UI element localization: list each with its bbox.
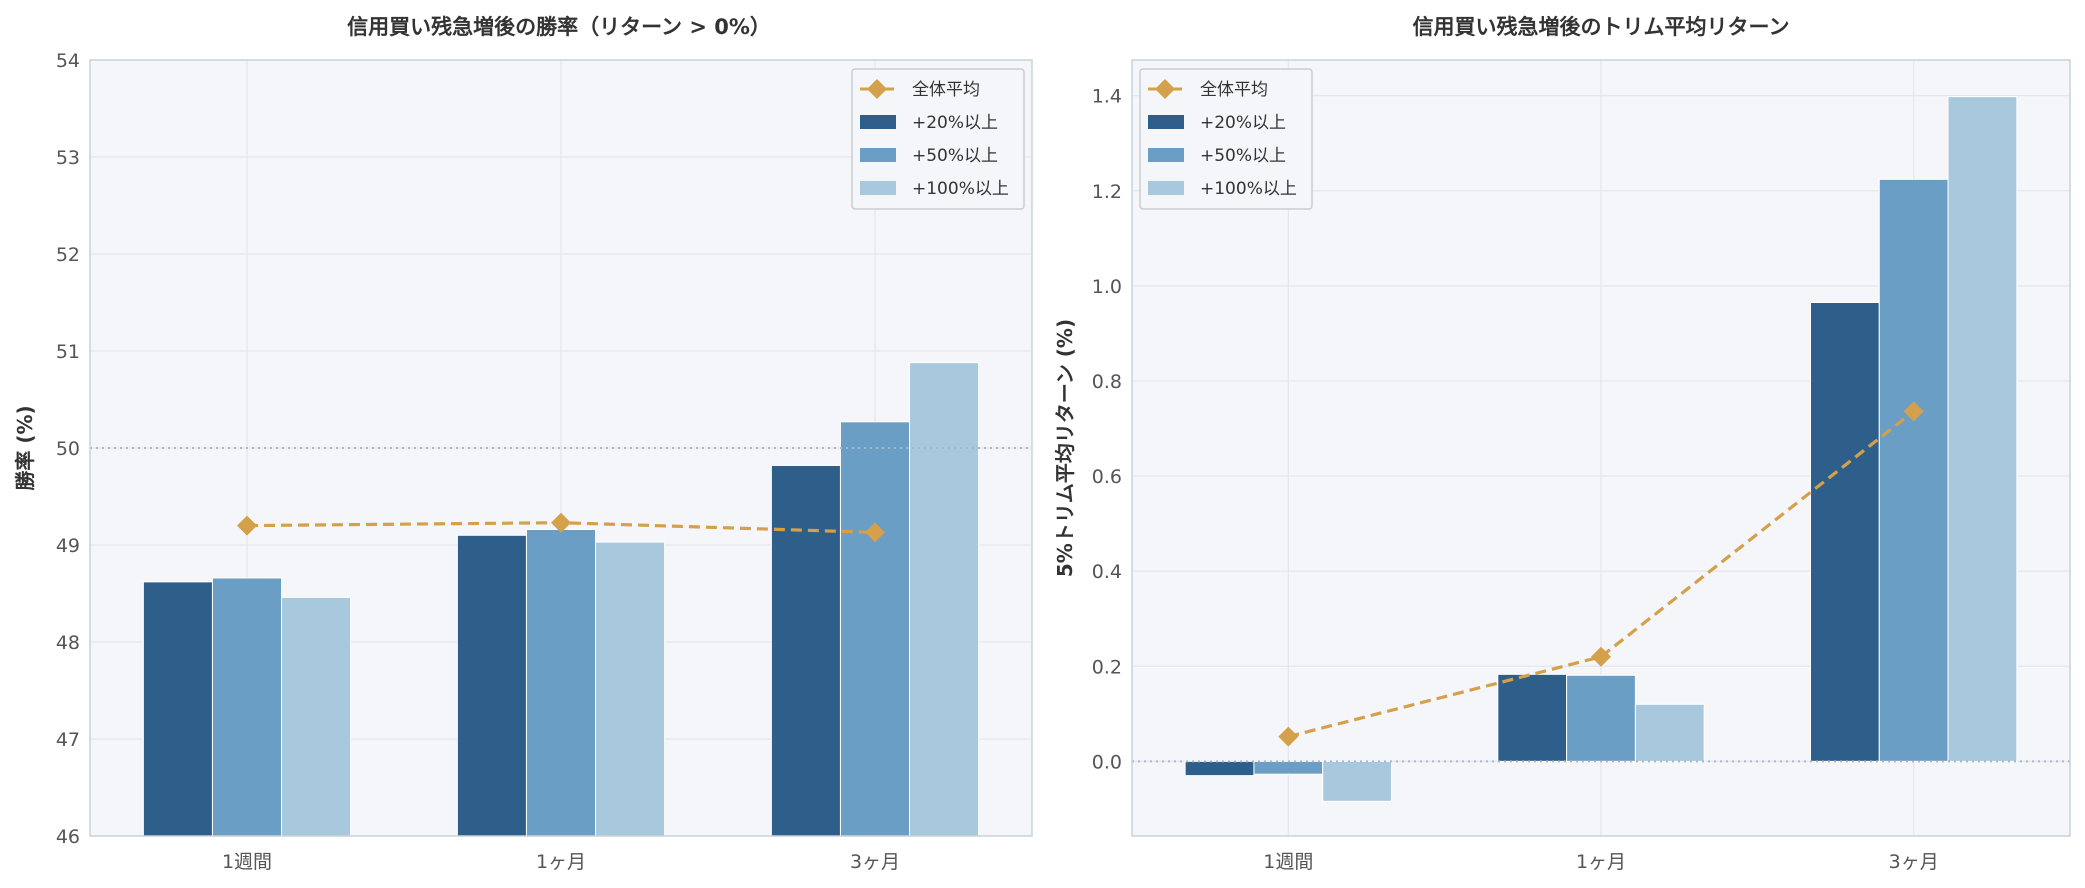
bar-+50%以上	[1253, 760, 1324, 775]
legend-bar-swatch	[860, 181, 896, 195]
y-tick-label: 0.6	[1092, 466, 1122, 488]
bar-+50%以上	[839, 421, 911, 837]
x-tick-label: 1週間	[1263, 851, 1313, 873]
bar-+100%以上	[909, 362, 980, 837]
bar-+50%以上	[211, 577, 283, 837]
x-tick-label: 3ヶ月	[850, 851, 900, 873]
legend-label: +50%以上	[1200, 146, 1286, 166]
average-marker	[237, 515, 257, 536]
y-tick-label: 1.4	[1092, 86, 1122, 108]
bar-+20%以上	[770, 464, 841, 837]
average-marker	[1903, 401, 1924, 422]
y-tick-label: 48	[56, 632, 80, 654]
bar-+100%以上	[1947, 96, 2018, 762]
legend-box	[1139, 68, 1313, 210]
y-tick-label: 51	[56, 341, 80, 363]
bar-+20%以上	[142, 581, 213, 837]
average-marker	[865, 522, 885, 543]
legend-label: 全体平均	[1200, 80, 1268, 100]
bar-+50%以上	[525, 528, 597, 837]
legend-bar-swatch	[860, 115, 896, 129]
average-marker	[551, 512, 571, 533]
y-tick-label: 1.2	[1092, 181, 1122, 203]
legend: 全体平均 +20%以上 +50%以上 +100%以上	[851, 68, 1025, 210]
y-tick-label: 0.8	[1092, 371, 1122, 393]
bar-+50%以上	[1566, 674, 1636, 762]
plot-frame	[1131, 59, 2071, 837]
win-rate-chart: 信用買い残急増後の勝率（リターン > 0%） 勝率 (%) 46 47 48 49 50…	[13, 15, 1033, 873]
y-tick-label: 47	[56, 729, 80, 751]
y-tick-label: 49	[56, 535, 80, 557]
legend-label: +20%以上	[1200, 113, 1286, 133]
y-tick-label: 54	[56, 50, 80, 72]
y-tick-label: 1.0	[1092, 276, 1122, 298]
x-tick-label: 1ヶ月	[1576, 851, 1626, 873]
legend-label: +100%以上	[1200, 179, 1297, 199]
x-tick-label: 3ヶ月	[1889, 851, 1939, 873]
legend-bar-swatch	[1148, 148, 1184, 162]
bar-+100%以上	[1634, 703, 1705, 762]
legend-box	[851, 68, 1025, 210]
bar-+100%以上	[595, 541, 666, 837]
y-tick-label: 0.2	[1092, 656, 1122, 678]
average-line	[1287, 410, 1915, 739]
legend-label: +20%以上	[912, 113, 998, 133]
average-marker	[1278, 726, 1299, 747]
y-tick-label: 0.4	[1092, 561, 1122, 583]
bar-+50%以上	[1878, 178, 1949, 762]
plot-frame	[89, 59, 1033, 837]
legend-label: +100%以上	[912, 179, 1009, 199]
legend-bar-swatch	[860, 148, 896, 162]
x-tick-label: 1週間	[222, 851, 272, 873]
x-tick-label: 1ヶ月	[536, 851, 586, 873]
y-tick-label: 46	[56, 826, 80, 848]
legend-label: 全体平均	[912, 80, 980, 100]
bar-+20%以上	[456, 534, 527, 837]
bar-+20%以上	[1497, 673, 1568, 762]
legend: 全体平均 +20%以上 +50%以上 +100%以上	[1139, 68, 1313, 210]
bar-+100%以上	[1322, 760, 1393, 802]
legend-bar-swatch	[1148, 115, 1184, 129]
legend-marker-swatch	[867, 79, 887, 99]
legend-marker-swatch	[1155, 79, 1175, 99]
legend-bar-swatch	[1148, 181, 1184, 195]
bar-+20%以上	[1809, 302, 1880, 762]
y-axis-label: 5%トリム平均リターン (%)	[1053, 319, 1077, 577]
y-tick-label: 52	[56, 244, 80, 266]
chart-title: 信用買い残急増後のトリム平均リターン	[1413, 15, 1790, 39]
chart-title: 信用買い残急増後の勝率（リターン > 0%）	[347, 15, 771, 39]
bar-+100%以上	[281, 596, 352, 837]
trim-mean-return-chart: 信用買い残急増後のトリム平均リターン 5%トリム平均リターン (%) 0.0 0.…	[1053, 15, 2071, 873]
y-axis-label: 勝率 (%)	[13, 405, 37, 490]
y-tick-label: 53	[56, 147, 80, 169]
y-tick-label: 0.0	[1092, 751, 1122, 773]
legend-label: +50%以上	[912, 146, 998, 166]
average-marker	[1591, 646, 1611, 667]
bar-+20%以上	[1184, 760, 1255, 777]
y-tick-label: 50	[56, 438, 80, 460]
